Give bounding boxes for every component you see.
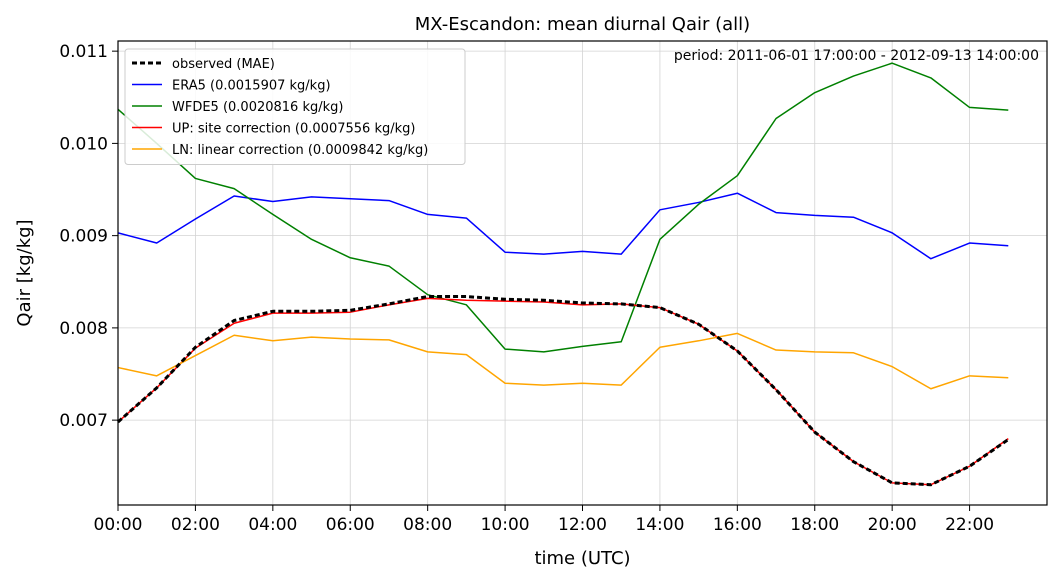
- period-annotation: period: 2011-06-01 17:00:00 - 2012-09-13…: [674, 48, 1039, 64]
- series-line-0: [117, 295, 1010, 487]
- chart-title: MX-Escandon: mean diurnal Qair (all): [415, 14, 750, 35]
- legend-label-4: LN: linear correction (0.0009842 kg/kg): [172, 143, 428, 158]
- series-line-2: [117, 62, 1009, 353]
- series-line-1: [117, 192, 1009, 260]
- series-line-4: [117, 332, 1009, 390]
- x-tick-label: 12:00: [558, 515, 607, 535]
- x-tick-label: 18:00: [790, 515, 839, 535]
- x-tick-label: 06:00: [326, 515, 375, 535]
- y-tick-label: 0.008: [59, 319, 108, 339]
- y-tick-label: 0.007: [59, 411, 108, 431]
- legend-box: [124, 48, 466, 165]
- y-tick-label: 0.010: [59, 134, 108, 154]
- legend-label-0: observed (MAE): [172, 57, 275, 72]
- x-tick-label: 14:00: [635, 515, 684, 535]
- x-tick-label: 16:00: [713, 515, 762, 535]
- y-tick-label: 0.009: [59, 227, 108, 247]
- legend: observed (MAE) ERA5 (0.0015907 kg/kg) WFDE…: [124, 48, 466, 165]
- legend-label-1: ERA5 (0.0015907 kg/kg): [172, 79, 331, 94]
- x-axis-label: time (UTC): [534, 548, 630, 569]
- y-tick-label: 0.011: [59, 42, 108, 62]
- x-tick-label: 04:00: [248, 515, 297, 535]
- axis-ticks: 00:00 02:00 04:00 06:00 08:00 10:00 12:00 14:00…: [59, 42, 994, 535]
- x-tick-label: 08:00: [403, 515, 452, 535]
- series-lines: [117, 62, 1010, 487]
- x-tick-label: 22:00: [945, 515, 994, 535]
- legend-label-2: WFDE5 (0.0020816 kg/kg): [172, 100, 343, 115]
- x-tick-label: 10:00: [481, 515, 530, 535]
- y-axis-label: Qair [kg/kg]: [14, 219, 35, 326]
- legend-label-3: UP: site correction (0.0007556 kg/kg): [172, 122, 415, 137]
- x-tick-label: 02:00: [171, 515, 220, 535]
- x-tick-label: 00:00: [94, 515, 143, 535]
- x-tick-label: 20:00: [868, 515, 917, 535]
